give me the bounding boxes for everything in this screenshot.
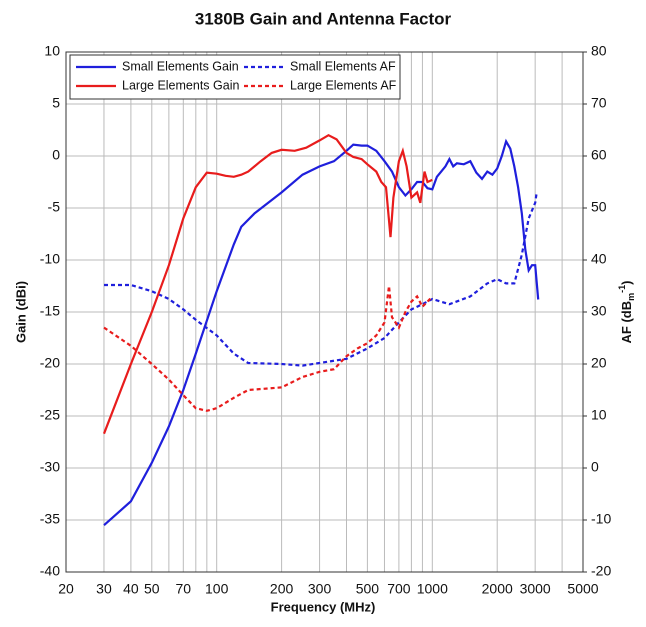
plot-frame xyxy=(65,51,584,573)
x-tick-label: 20 xyxy=(58,581,74,597)
y2-label-sup: -1 xyxy=(617,285,627,293)
y2-tick-label: 20 xyxy=(591,355,607,371)
x-tick-label: 1000 xyxy=(417,581,448,597)
x-tick-label: 500 xyxy=(356,581,380,597)
x-tick-label: 70 xyxy=(176,581,192,597)
x-tick-label: 300 xyxy=(308,581,332,597)
y2-tick-label: 40 xyxy=(591,251,607,267)
legend-label: Small Elements AF xyxy=(290,59,396,73)
x-tick-label: 50 xyxy=(144,581,160,597)
y-tick-label: -30 xyxy=(40,459,60,475)
y2-label-end: ) xyxy=(619,281,634,285)
y2-tick-label: 60 xyxy=(591,147,607,163)
x-tick-label: 3000 xyxy=(520,581,551,597)
y2-tick-label: 80 xyxy=(591,43,607,59)
y-tick-label: -20 xyxy=(40,355,60,371)
x-tick-label: 700 xyxy=(387,581,411,597)
y-tick-label: 10 xyxy=(44,43,60,59)
y-tick-label: 0 xyxy=(52,147,60,163)
x-tick-label: 2000 xyxy=(482,581,513,597)
y2-tick-label: -20 xyxy=(591,563,611,579)
x-tick-label: 30 xyxy=(96,581,112,597)
y-tick-label: -10 xyxy=(40,251,60,267)
y-tick-label: 5 xyxy=(52,95,60,111)
y2-tick-label: 70 xyxy=(591,95,607,111)
y2-tick-label: 50 xyxy=(591,199,607,215)
x-tick-label: 5000 xyxy=(567,581,598,597)
y2-label-text: AF (dB xyxy=(619,301,634,344)
x-axis-label: Frequency (MHz) xyxy=(271,599,376,614)
y-axis-label: Gain (dBi) xyxy=(13,281,28,343)
legend-box xyxy=(69,54,401,100)
y-tick-label: -25 xyxy=(40,407,60,423)
x-tick-label: 200 xyxy=(270,581,294,597)
series-line xyxy=(103,285,434,412)
chart-title: 3180B Gain and Antenna Factor xyxy=(195,9,452,28)
y2-tick-label: 10 xyxy=(591,407,607,423)
y-tick-label: -40 xyxy=(40,563,60,579)
y2-tick-label: -10 xyxy=(591,511,611,527)
y2-label-sub: m xyxy=(626,293,636,301)
legend-label: Small Elements Gain xyxy=(122,59,239,73)
y-tick-label: -5 xyxy=(48,199,61,215)
x-tick-label: 40 xyxy=(123,581,139,597)
y-tick-label: -35 xyxy=(40,511,60,527)
series-line xyxy=(103,138,540,527)
y-tick-label: -15 xyxy=(40,303,60,319)
y2-tick-label: 0 xyxy=(591,459,599,475)
legend-label: Large Elements Gain xyxy=(122,78,239,92)
y2-tick-label: 30 xyxy=(591,303,607,319)
legend-label: Large Elements AF xyxy=(290,78,397,92)
x-tick-label: 100 xyxy=(205,581,229,597)
y2-axis-label: AF (dBm-1) xyxy=(617,281,636,344)
series-line xyxy=(102,133,433,435)
